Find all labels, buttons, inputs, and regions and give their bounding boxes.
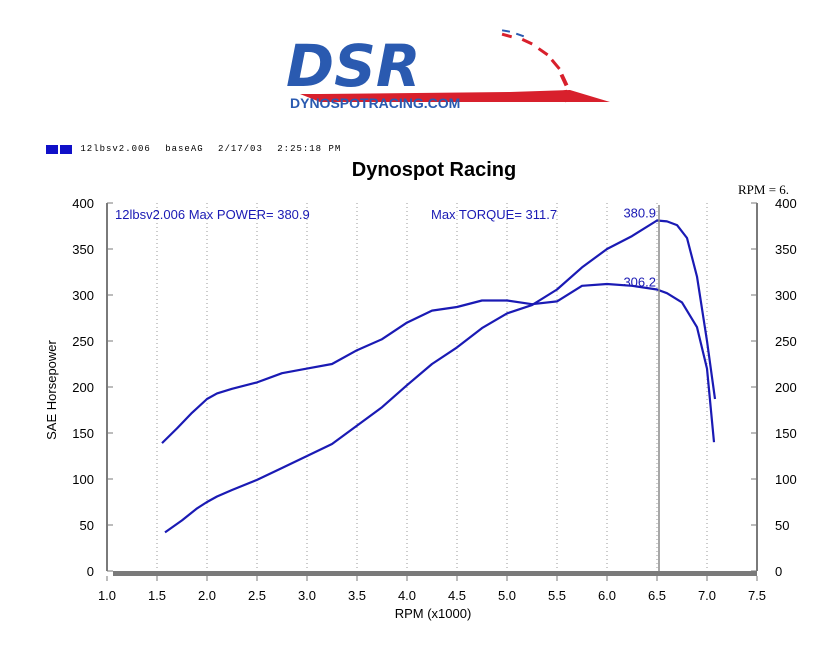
- x-tick-label: 1.0: [98, 588, 116, 603]
- grid: [156, 203, 708, 571]
- x-axis-label: RPM (x1000): [395, 606, 472, 621]
- dsr-logo: DSR DYNOSPOTRACING.COM: [280, 28, 625, 119]
- y-tick-label-left: 350: [72, 242, 94, 257]
- max-power-header: 12lbsv2.006 Max POWER= 380.9: [115, 207, 310, 222]
- dsr-logo-graphic: DSR DYNOSPOTRACING.COM: [286, 29, 610, 111]
- x-tick-label: 7.5: [748, 588, 766, 603]
- logo-site: DYNOSPOTRACING.COM: [290, 95, 460, 111]
- x-tick-label: 3.5: [348, 588, 366, 603]
- y-tick-label-left: 100: [72, 472, 94, 487]
- x-axis-bar: [113, 571, 757, 576]
- torque-marker-label: 306.2: [623, 274, 656, 289]
- x-tick-label: 1.5: [148, 588, 166, 603]
- y-tick-label-right: 400: [775, 196, 797, 211]
- run-name: 12lbsv2.006: [80, 144, 151, 154]
- x-tick-label: 3.0: [298, 588, 316, 603]
- series-line-power: [164, 219, 717, 534]
- x-tick-label: 4.0: [398, 588, 416, 603]
- max-torque-header: Max TORQUE= 311.7: [431, 207, 557, 222]
- x-tick-label: 2.0: [198, 588, 216, 603]
- y-tick-label-right: 350: [775, 242, 797, 257]
- x-tick-label: 7.0: [698, 588, 716, 603]
- x-tick-label: 5.0: [498, 588, 516, 603]
- y-tick-label-left: 300: [72, 288, 94, 303]
- run-swatch: [46, 144, 58, 154]
- run-date: 2/17/03: [218, 144, 263, 154]
- run-time: 2:25:18 PM: [277, 144, 342, 154]
- y-tick-label-left: 150: [72, 426, 94, 441]
- y-tick-label-left: 50: [80, 518, 94, 533]
- x-tick-label: 4.5: [448, 588, 466, 603]
- cursor-readout: RPM = 6.: [738, 182, 789, 197]
- chart-title: Dynospot Racing: [352, 159, 516, 181]
- y-tick-label-left: 0: [87, 564, 94, 579]
- x-tick-label: 6.0: [598, 588, 616, 603]
- series-line-torque: [161, 282, 716, 444]
- x-tick-label: 2.5: [248, 588, 266, 603]
- y-tick-label-left: 200: [72, 380, 94, 395]
- y-tick-label-right: 150: [775, 426, 797, 441]
- y-axis-label: SAE Horsepower: [44, 339, 59, 439]
- series-group: [161, 219, 717, 534]
- y-tick-label-right: 100: [775, 472, 797, 487]
- y-tick-label-right: 250: [775, 334, 797, 349]
- axes: [106, 202, 758, 581]
- y-tick-label-left: 400: [72, 196, 94, 211]
- logo-mark: DSR: [286, 32, 421, 100]
- run-swatch-2: [60, 144, 72, 154]
- x-tick-label: 6.5: [648, 588, 666, 603]
- y-tick-label-right: 50: [775, 518, 789, 533]
- power-marker-label: 380.9: [623, 206, 656, 221]
- y-tick-label-right: 300: [775, 288, 797, 303]
- y-tick-label-right: 0: [775, 564, 782, 579]
- tick-labels: 1.0 1.5 2.0 2.5 3.0 3.5 4.0 4.5 5.0 5.5 6.0 6.5 7.0 7…: [72, 196, 796, 603]
- y-tick-label-right: 200: [775, 380, 797, 395]
- run-legend: 12lbsv2.006 baseAG 2/17/03 2:25:18 PM: [46, 144, 349, 156]
- y-tick-label-left: 250: [72, 334, 94, 349]
- run-operator: baseAG: [165, 144, 204, 154]
- x-tick-label: 5.5: [548, 588, 566, 603]
